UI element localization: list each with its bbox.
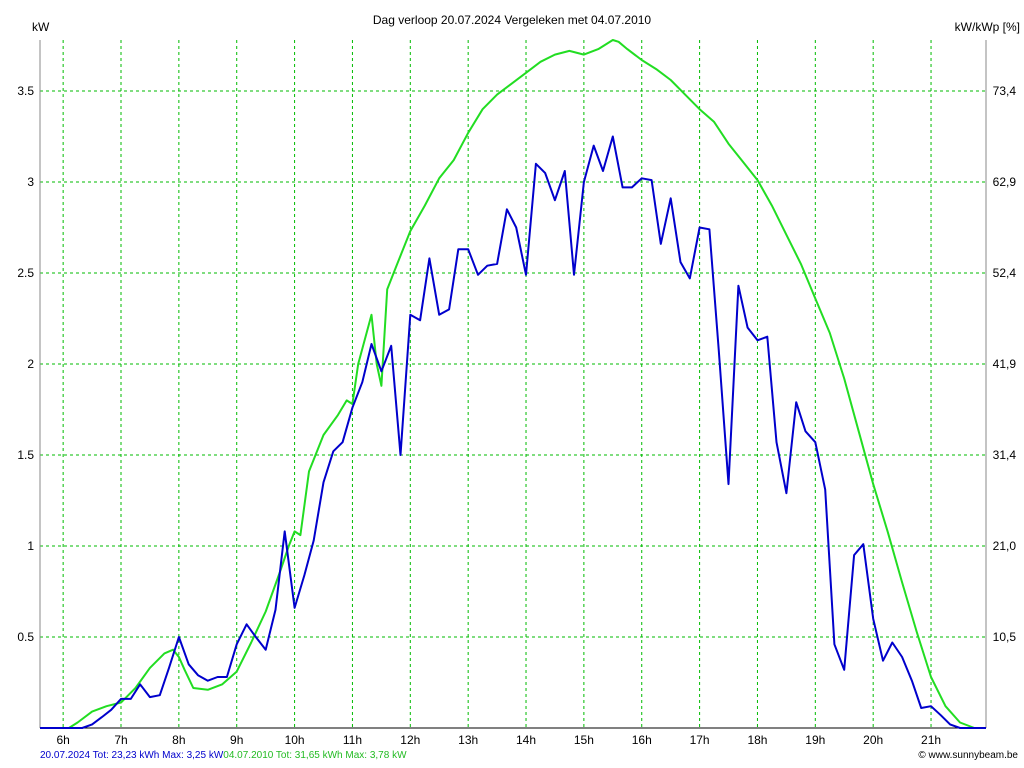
y-tick-label-right: 21,0 xyxy=(993,539,1017,553)
y-tick-label-right: 31,4 xyxy=(993,448,1017,462)
x-tick-label: 12h xyxy=(400,733,420,747)
plot-area xyxy=(40,40,986,728)
x-tick-label: 10h xyxy=(285,733,305,747)
y-tick-label-right: 62,9 xyxy=(993,175,1017,189)
y-tick-label-left: 3 xyxy=(27,175,34,189)
y-tick-label-left: 1.5 xyxy=(17,448,34,462)
series-line-2024 xyxy=(40,135,986,729)
x-tick-label: 11h xyxy=(343,733,362,747)
series-line-2010 xyxy=(40,39,986,729)
x-tick-label: 9h xyxy=(230,733,243,747)
grid xyxy=(40,40,986,728)
y-tick-label-left: 1 xyxy=(27,539,34,553)
y-tick-label-right: 10,5 xyxy=(993,630,1017,644)
right-axis-unit: kW/kWp [%] xyxy=(955,20,1020,34)
x-tick-label: 7h xyxy=(114,733,127,747)
y-tick-label-right: 41,9 xyxy=(993,357,1017,371)
chart-title: Dag verloop 20.07.2024 Vergeleken met 04… xyxy=(373,13,652,27)
x-tick-label: 15h xyxy=(574,733,594,747)
x-tick-label: 16h xyxy=(632,733,652,747)
y-tick-label-right: 52,4 xyxy=(993,266,1017,280)
y-tick-label-left: 2 xyxy=(27,357,34,371)
y-tick-label-left: 2.5 xyxy=(17,266,34,280)
y-tick-label-left: 3.5 xyxy=(17,84,34,98)
y-tick-label-right: 73,4 xyxy=(993,84,1017,98)
legend-footer: 20.07.2024 Tot: 23,23 kWh Max: 3,25 kW04… xyxy=(40,750,407,761)
series-layer xyxy=(40,39,986,729)
axes xyxy=(39,40,987,729)
legend-series-2010: 04.07.2010 Tot: 31,65 kWh Max: 3,78 kW xyxy=(223,750,407,761)
x-tick-label: 19h xyxy=(805,733,825,747)
x-tick-label: 20h xyxy=(863,733,883,747)
x-tick-label: 6h xyxy=(56,733,69,747)
x-tick-label: 13h xyxy=(458,733,478,747)
x-tick-label: 8h xyxy=(172,733,185,747)
brand-credit: © www.sunnybeam.be xyxy=(918,750,1018,761)
x-tick-label: 18h xyxy=(747,733,767,747)
left-axis-unit: kW xyxy=(32,20,50,34)
y-tick-label-left: 0.5 xyxy=(17,630,34,644)
legend-series-2024: 20.07.2024 Tot: 23,23 kWh Max: 3,25 kW xyxy=(40,750,224,761)
tick-labels: 6h 7h 8h 9h 10h 11h 12h 13h 14h 15h 16h 17h 18h 19h 20… xyxy=(17,84,1016,747)
x-tick-label: 21h xyxy=(921,733,941,747)
x-tick-label: 14h xyxy=(516,733,536,747)
x-tick-label: 17h xyxy=(690,733,710,747)
